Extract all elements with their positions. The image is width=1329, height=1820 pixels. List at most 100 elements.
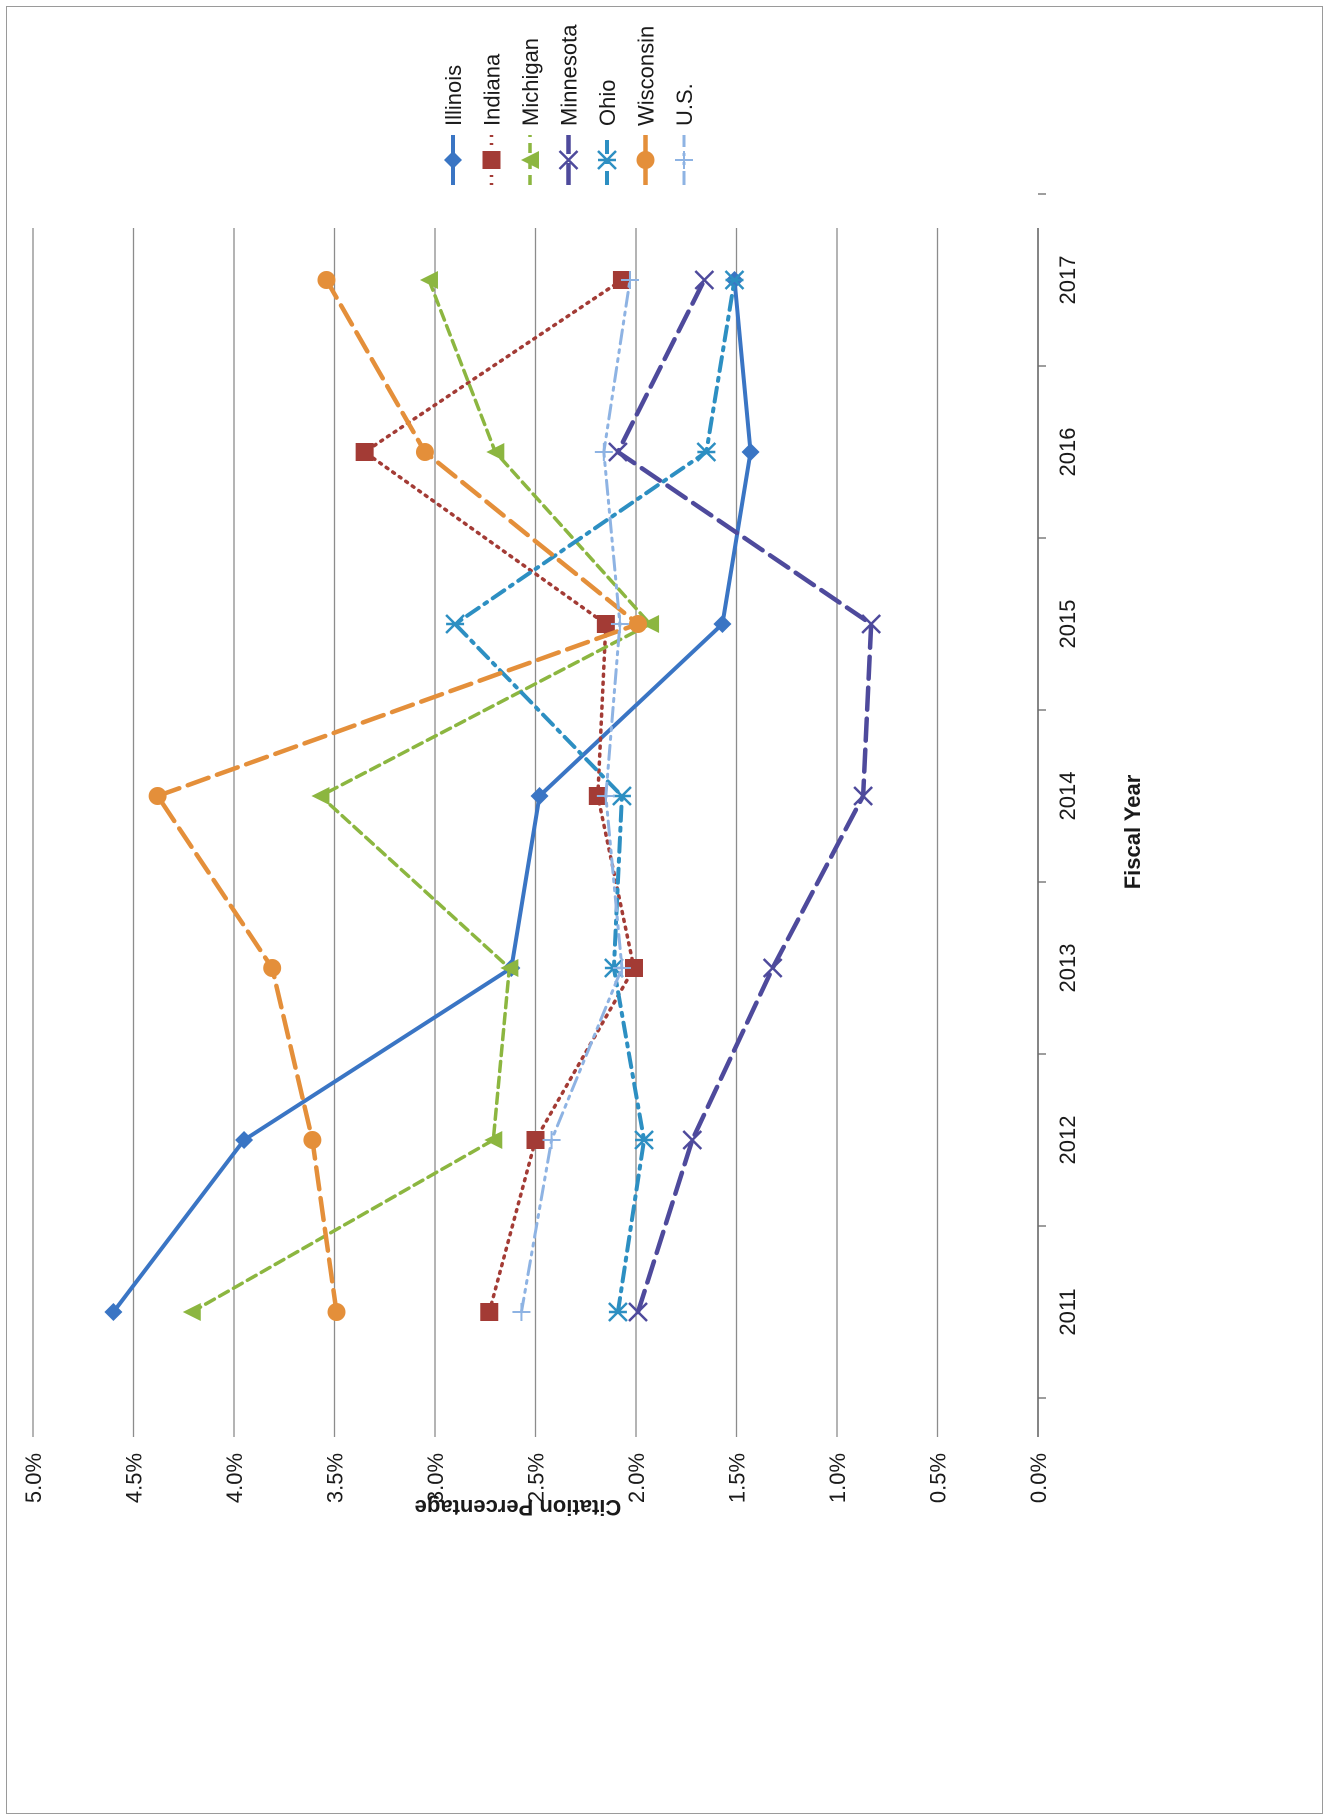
- data-point-michigan: [419, 271, 438, 289]
- legend-marker: [482, 151, 501, 169]
- x-tick-label: 2016: [1055, 428, 1080, 477]
- data-point-illinois: [235, 1131, 254, 1149]
- legend-item-u-s: U.S.: [672, 83, 697, 185]
- data-point-illinois: [713, 615, 732, 633]
- data-point-indiana: [526, 1131, 545, 1149]
- series-minnesota: [608, 270, 882, 1322]
- data-point-ohio: [445, 614, 465, 634]
- data-point-indiana: [480, 1303, 499, 1321]
- y-tick-label: 4.5%: [122, 1453, 147, 1503]
- legend-marker: [597, 150, 617, 170]
- data-point-u-s: [512, 1303, 531, 1321]
- legend-label: Indiana: [480, 53, 505, 126]
- data-point-minnesota: [861, 614, 882, 634]
- series-line-minnesota: [615, 277, 874, 1315]
- legend-label: U.S.: [672, 83, 697, 126]
- data-point-illinois: [741, 443, 760, 461]
- legend-label: Ohio: [595, 80, 620, 126]
- x-tick-label: 2015: [1055, 600, 1080, 649]
- data-point-u-s: [542, 1131, 561, 1149]
- data-point-u-s: [594, 443, 613, 461]
- data-point-minnesota: [762, 958, 783, 978]
- data-point-indiana: [624, 959, 643, 977]
- chart-frame: [6, 6, 1323, 1814]
- data-point-ohio: [696, 442, 717, 462]
- data-point-minnesota: [628, 1302, 648, 1322]
- x-tick-label: 2017: [1055, 256, 1080, 305]
- legend-item-michigan: Michigan: [518, 38, 543, 185]
- legend-item-indiana: Indiana: [480, 53, 505, 185]
- data-point-michigan: [486, 443, 505, 461]
- legend-item-wisconsin: Wisconsin: [634, 26, 659, 185]
- y-tick-label: 1.5%: [725, 1453, 750, 1503]
- data-point-michigan: [311, 787, 330, 805]
- y-tick-label: 3.0%: [423, 1453, 448, 1503]
- data-point-u-s: [620, 271, 639, 289]
- series-illinois: [104, 271, 760, 1321]
- x-tick-label: 2014: [1055, 772, 1080, 821]
- data-point-wisconsin: [415, 443, 434, 461]
- series-wisconsin: [148, 271, 648, 1321]
- data-point-wisconsin: [317, 271, 336, 289]
- x-tick-labels: 2011 2012 2013 2014 2015 2016 2017: [1055, 256, 1080, 1336]
- legend-marker: [521, 151, 539, 169]
- data-point-michigan: [484, 1131, 503, 1149]
- y-tick-label: 2.5%: [524, 1453, 549, 1503]
- data-point-indiana: [355, 443, 374, 461]
- data-point-ohio: [724, 270, 745, 290]
- data-point-ohio: [612, 786, 632, 806]
- legend-marker: [444, 151, 462, 169]
- data-point-illinois: [530, 787, 549, 805]
- legend-label: Minnesota: [557, 24, 582, 126]
- x-tick-label: 2011: [1055, 1288, 1080, 1335]
- data-point-minnesota: [682, 1130, 703, 1150]
- data-point-ohio: [608, 1302, 628, 1322]
- data-point-wisconsin: [303, 1131, 322, 1149]
- y-tick-label: 5.0%: [21, 1453, 46, 1503]
- legend-marker: [636, 151, 655, 169]
- legend-item-ohio: Ohio: [595, 80, 620, 185]
- legend-item-illinois: Illinois: [441, 65, 466, 185]
- y-tick-label: 0.5%: [926, 1453, 951, 1503]
- data-point-wisconsin: [629, 615, 648, 633]
- data-point-wisconsin: [327, 1303, 346, 1321]
- y-tick-label: 3.5%: [323, 1453, 348, 1503]
- y-tick-labels: 0.0% 0.5% 1.0% 1.5% 2.0% 2.5% 3.0% 3.5% 4.0% 4.5%…: [21, 1453, 1051, 1503]
- legend: Illinois Indiana Michigan Minnesota Ohio Wisc…: [441, 24, 697, 185]
- y-axis-title: Citation Percentage: [415, 1495, 622, 1520]
- data-point-michigan: [641, 615, 660, 633]
- data-point-michigan: [182, 1303, 201, 1321]
- legend-label: Wisconsin: [634, 26, 659, 126]
- series-line-michigan: [190, 278, 652, 1314]
- data-point-minnesota: [608, 442, 628, 462]
- legend-label: Michigan: [518, 38, 543, 126]
- legend-marker: [675, 151, 693, 169]
- data-point-minnesota: [694, 270, 715, 290]
- axes: [1037, 193, 1046, 1437]
- data-point-wisconsin: [263, 959, 282, 977]
- data-point-u-s: [596, 787, 615, 805]
- legend-label: Illinois: [441, 65, 466, 126]
- legend-marker: [558, 150, 579, 170]
- y-tick-label: 1.0%: [825, 1453, 850, 1503]
- data-point-illinois: [104, 1303, 123, 1321]
- data-point-indiana: [596, 615, 615, 633]
- x-tick-label: 2013: [1055, 944, 1080, 993]
- data-point-minnesota: [853, 786, 874, 806]
- series-ohio: [445, 270, 745, 1322]
- series-layer: [104, 270, 882, 1322]
- data-point-u-s: [612, 959, 631, 977]
- data-point-ohio: [634, 1130, 654, 1150]
- data-point-u-s: [610, 615, 629, 633]
- y-tick-label: 4.0%: [222, 1453, 247, 1503]
- data-point-michigan: [500, 959, 519, 977]
- x-axis-title: Fiscal Year: [1120, 774, 1145, 889]
- series-line-illinois: [111, 278, 753, 1314]
- series-michigan: [182, 271, 660, 1321]
- data-point-wisconsin: [148, 787, 167, 805]
- x-tick-label: 2012: [1055, 1116, 1080, 1165]
- legend-item-minnesota: Minnesota: [557, 24, 582, 185]
- y-tick-label: 2.0%: [624, 1453, 649, 1503]
- y-tick-label: 0.0%: [1026, 1453, 1051, 1503]
